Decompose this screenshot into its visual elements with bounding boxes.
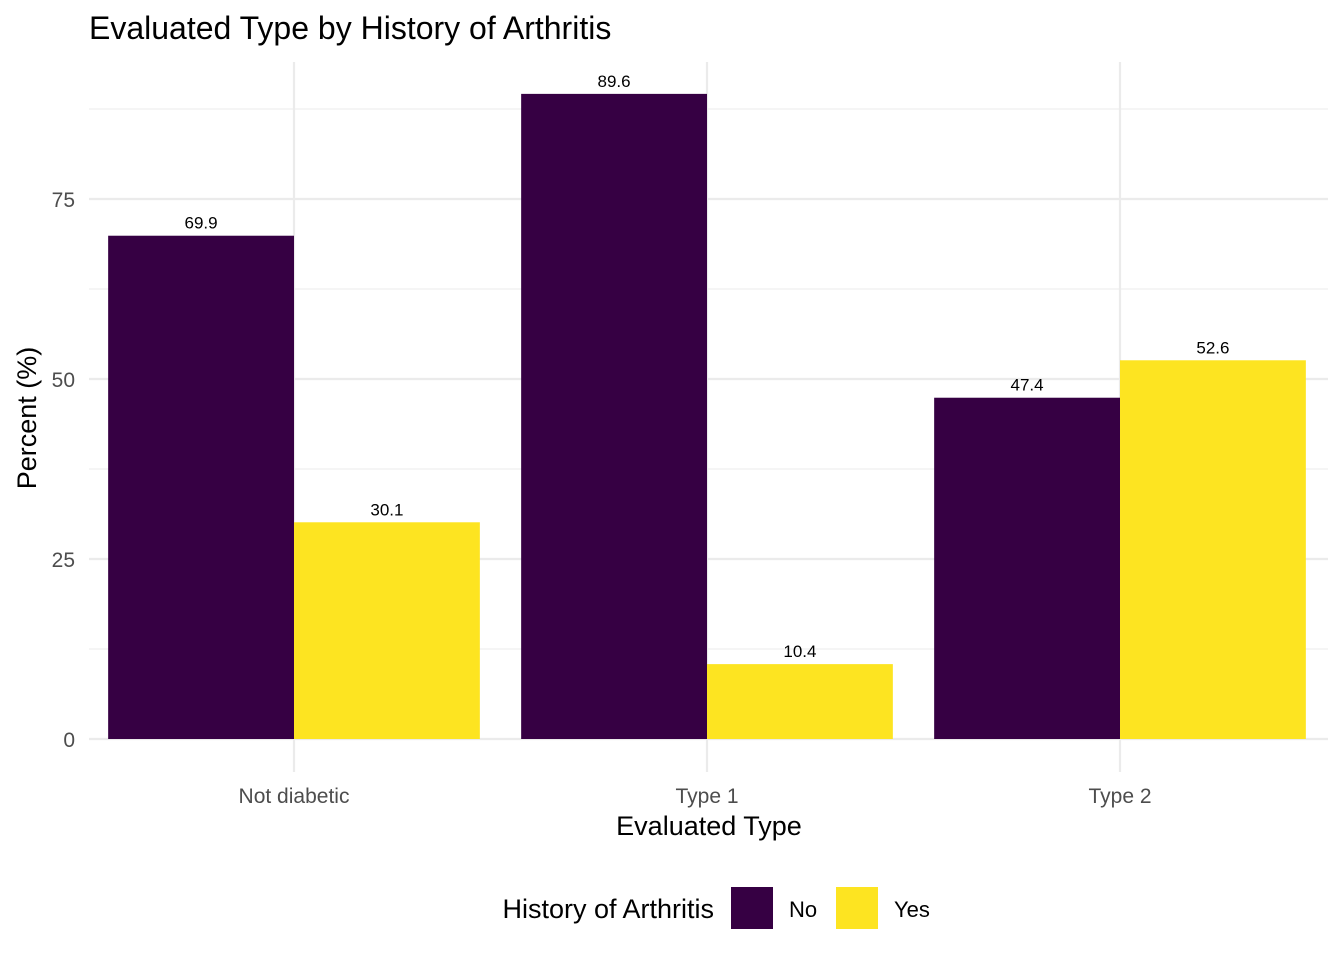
x-tick-label: Type 1 <box>675 785 738 808</box>
legend-swatch-yes <box>836 887 878 929</box>
y-tick-label: 50 <box>52 369 75 392</box>
data-label: 10.4 <box>783 642 816 661</box>
y-axis-title: Percent (%) <box>12 347 42 490</box>
bar-yes-type-1 <box>707 664 893 739</box>
x-axis-ticks: Not diabetic Type 1 Type 2 <box>239 785 1152 808</box>
data-labels: 69.9 89.6 47.4 30.1 10.4 52.6 <box>185 72 1230 661</box>
x-axis-title: Evaluated Type <box>616 811 802 841</box>
chart-title: Evaluated Type by History of Arthritis <box>89 10 611 46</box>
data-label: 30.1 <box>370 500 403 519</box>
legend: History of Arthritis No Yes <box>502 887 930 929</box>
legend-items: No Yes <box>731 887 930 929</box>
x-tick-label: Type 2 <box>1088 785 1151 808</box>
legend-label-no: No <box>789 897 817 922</box>
data-label: 52.6 <box>1196 338 1229 357</box>
bar-yes-type-2 <box>1120 360 1306 739</box>
data-label: 69.9 <box>185 214 218 233</box>
y-tick-label: 0 <box>63 729 75 752</box>
data-label: 89.6 <box>598 72 631 91</box>
bar-no-not-diabetic <box>108 235 295 739</box>
bar-yes-not-diabetic <box>294 522 480 739</box>
y-tick-label: 25 <box>52 549 75 572</box>
bars <box>108 93 1306 739</box>
legend-swatch-no <box>731 887 773 929</box>
bar-no-type-2 <box>934 397 1120 739</box>
x-tick-label: Not diabetic <box>239 785 350 808</box>
legend-label-yes: Yes <box>894 897 930 922</box>
data-label: 47.4 <box>1011 376 1044 395</box>
legend-title: History of Arthritis <box>502 894 714 924</box>
y-tick-label: 75 <box>52 189 75 212</box>
y-axis-ticks: 0 25 50 75 <box>52 189 75 752</box>
bar-no-type-1 <box>521 93 707 739</box>
